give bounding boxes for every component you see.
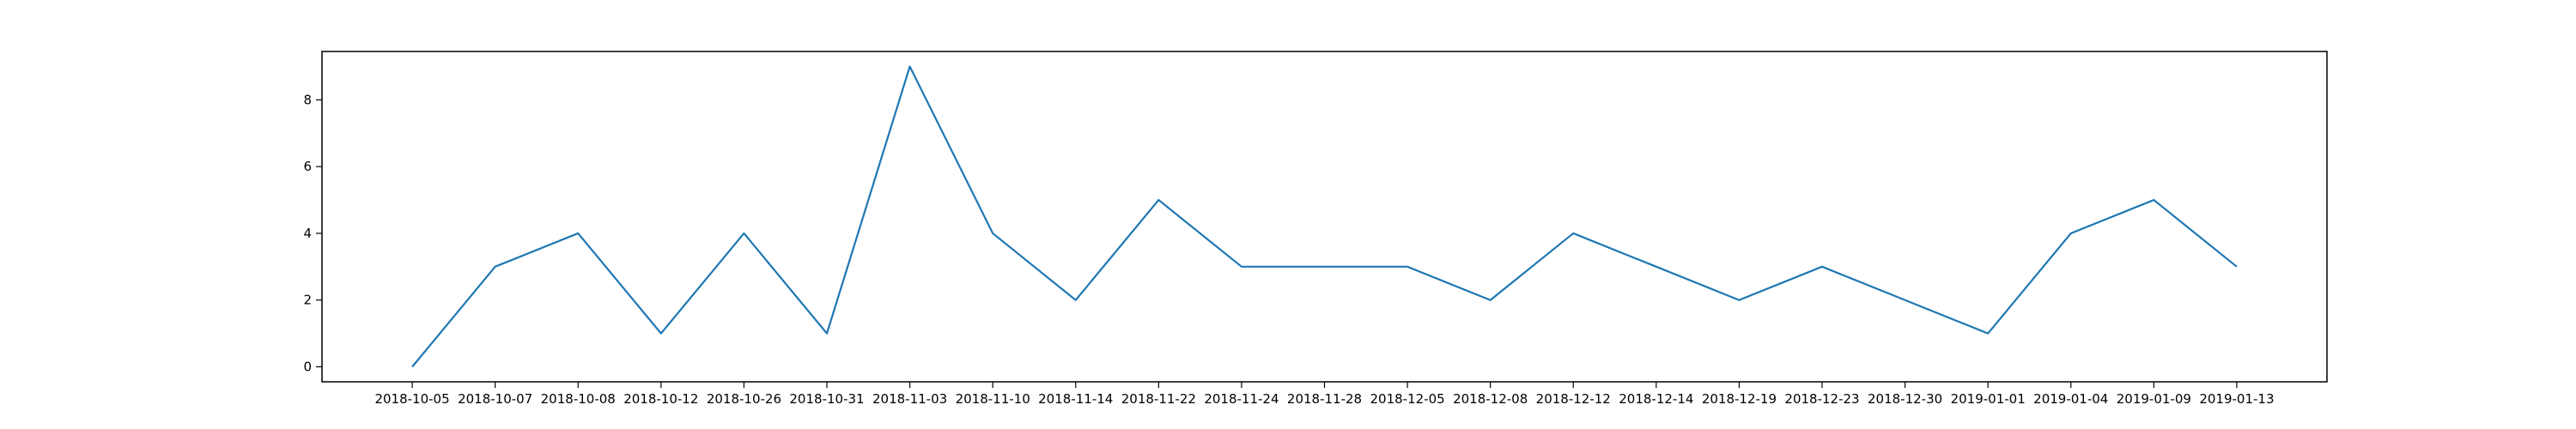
- y-tick-label: 0: [303, 360, 312, 375]
- x-tick-label: 2018-10-31: [789, 391, 864, 407]
- y-tick-label: 4: [303, 226, 312, 241]
- x-axis: 2018-10-05 2018-10-07 2018-10-08 2018-10-12…: [374, 382, 2275, 407]
- x-tick-label: 2019-01-13: [2199, 391, 2274, 407]
- x-tick-label: 2018-10-12: [623, 391, 698, 407]
- x-tick-label: 2018-10-07: [458, 391, 532, 407]
- x-tick-label: 2018-11-14: [1038, 391, 1113, 407]
- x-tick-label: 2018-12-05: [1370, 391, 1444, 407]
- x-tick-label: 2018-11-10: [956, 391, 1030, 407]
- x-tick-label: 2018-12-14: [1619, 391, 1693, 407]
- x-tick-label: 2018-11-22: [1121, 391, 1196, 407]
- x-tick-label: 2018-10-05: [374, 391, 449, 407]
- x-tick-label: 2018-10-26: [707, 391, 781, 407]
- x-tick-label: 2018-12-08: [1453, 391, 1528, 407]
- x-tick-label: 2018-11-03: [872, 391, 947, 407]
- x-tick-label: 2019-01-04: [2033, 391, 2108, 407]
- x-tick-label: 2018-12-19: [1702, 391, 1777, 407]
- x-tick-label: 2019-01-01: [1951, 391, 2026, 407]
- x-tick-label: 2018-12-30: [1868, 391, 1942, 407]
- y-tick-label: 8: [303, 92, 312, 107]
- y-tick-label: 6: [303, 159, 312, 174]
- x-tick-label: 2018-10-08: [541, 391, 616, 407]
- x-tick-label: 2018-12-12: [1536, 391, 1611, 407]
- y-axis: 0 2 4 6 8: [303, 92, 322, 375]
- x-tick-label: 2018-11-24: [1204, 391, 1279, 407]
- x-tick-label: 2018-12-23: [1784, 391, 1859, 407]
- plot-area-frame: [321, 51, 2328, 383]
- y-tick-label: 2: [303, 293, 312, 308]
- x-tick-label: 2019-01-09: [2117, 391, 2191, 407]
- x-tick-label: 2018-11-28: [1287, 391, 1362, 407]
- series-line: [411, 65, 2238, 368]
